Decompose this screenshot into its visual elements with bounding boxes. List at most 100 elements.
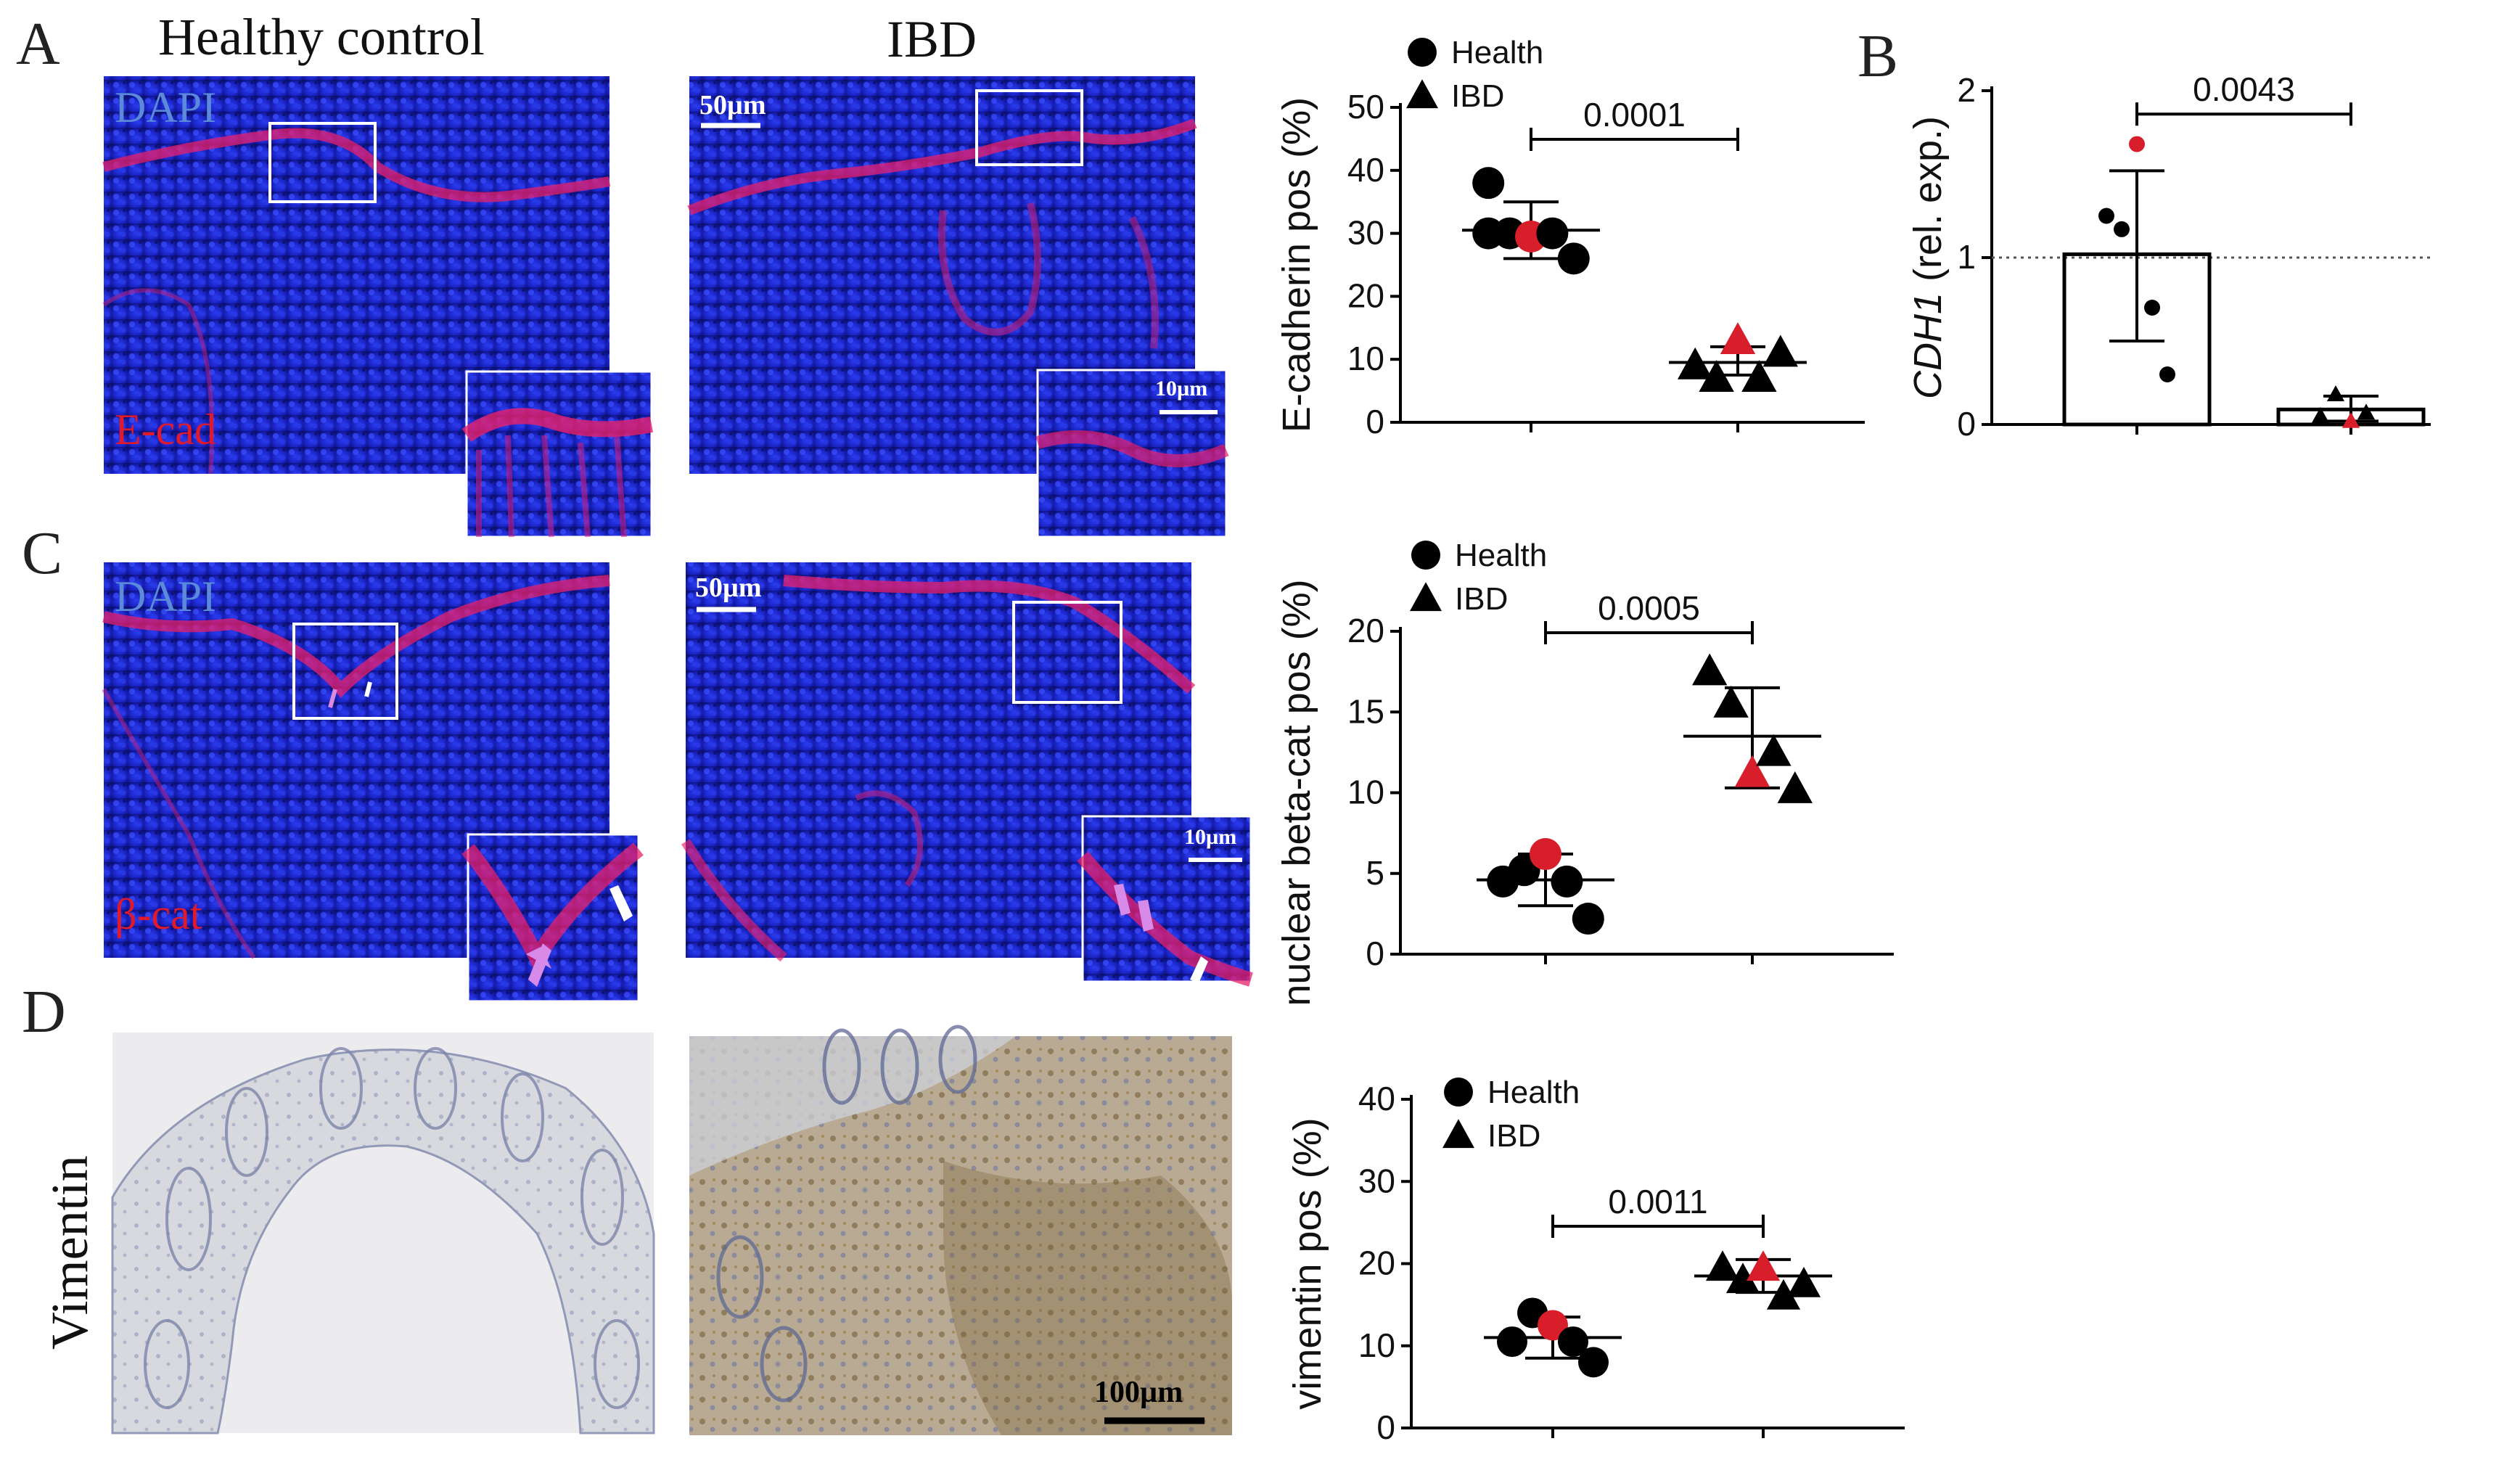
p-value-label: 0.0001 (1583, 96, 1686, 134)
data-point (1725, 1263, 1760, 1294)
data-point (2098, 208, 2114, 224)
legend-label-health: Health (1451, 35, 1543, 70)
legend-marker-ibd (1442, 1119, 1474, 1149)
stain-label-dapi: DAPI (115, 83, 216, 131)
y-axis-label: nuclear beta-cat pos (%) (1275, 579, 1318, 1006)
data-point (1762, 335, 1798, 367)
y-tick-label: 1 (1957, 238, 1976, 276)
y-tick-label: 10 (1347, 773, 1384, 811)
p-value-label: 0.0011 (1608, 1183, 1707, 1220)
data-point (1578, 1347, 1609, 1378)
data-point (1572, 903, 1604, 935)
data-point (1678, 347, 1713, 379)
micrograph-vimentin-ibd: 100µm (689, 1025, 1232, 1435)
scale-label-50um: 50µm (699, 90, 766, 120)
data-point (1713, 686, 1749, 718)
data-point-highlight (1720, 322, 1756, 354)
inset-bcat-healthy (461, 833, 644, 1003)
micrograph-bcat-healthy: DAPI β-cat (102, 562, 644, 1003)
scale-label-10um: 10µm (1184, 825, 1236, 849)
data-point (1497, 1326, 1527, 1358)
legend-label-ibd: IBD (1487, 1118, 1540, 1154)
p-value-label: 0.0005 (1598, 589, 1700, 627)
data-point-highlight (1734, 755, 1770, 787)
data-point (1756, 734, 1792, 766)
data-point (1766, 1279, 1801, 1310)
legend-label-health: Health (1455, 538, 1547, 573)
inset-ecad-ibd: 10µm (1035, 369, 1229, 538)
data-point (1536, 217, 1569, 250)
y-tick-label: 10 (1358, 1326, 1395, 1364)
data-point (1699, 360, 1734, 393)
data-point (1472, 167, 1505, 200)
column-label-ibd: IBD (887, 10, 977, 68)
y-tick-label: 0 (1366, 403, 1384, 440)
chart-vimentin: 0 10 20 30 40 vimentin pos (%) 0.0011 Health IBD (1286, 1075, 1905, 1446)
legend-label-ibd: IBD (1451, 78, 1504, 114)
data-point (2311, 406, 2330, 423)
inset-region-box (292, 623, 398, 720)
legend-label-health: Health (1487, 1075, 1580, 1110)
y-tick-label: 0 (1957, 405, 1976, 443)
inset-region-box (268, 122, 377, 203)
y-axis-label: vimentin pos (%) (1286, 1117, 1329, 1409)
row-label-vimentin: Vimentin (41, 1155, 99, 1350)
data-point (2159, 366, 2175, 382)
y-tick-label: 20 (1347, 276, 1384, 314)
data-point (1557, 242, 1590, 275)
arrow-icon (610, 885, 633, 922)
arrow-icon (364, 681, 372, 697)
scale-label-10um: 10µm (1155, 377, 1207, 401)
arrow-icon (1138, 900, 1154, 932)
data-point-highlight (1538, 1310, 1568, 1341)
arrow-icon (1114, 884, 1130, 916)
scale-label-100um: 100µm (1094, 1376, 1183, 1409)
data-point (2357, 403, 2376, 420)
inset-region-box (975, 89, 1083, 166)
micrograph-ecad-ibd: 50µm 10µm (687, 76, 1229, 538)
inset-ecad-healthy (461, 370, 654, 538)
y-tick-label: 2 (1957, 71, 1976, 109)
data-point (1705, 1250, 1740, 1281)
y-tick-label: 30 (1347, 214, 1384, 252)
y-tick-label: 5 (1366, 854, 1384, 892)
data-point-highlight (2129, 136, 2145, 152)
chart-ecadherin: 0 10 20 30 40 50 E-cadherin pos (%) 0.0001 Healt… (1275, 35, 1865, 440)
inset-region-box (1012, 601, 1122, 704)
data-point-highlight (2342, 411, 2360, 428)
data-point (2326, 385, 2345, 402)
column-label-healthy: Healthy control (158, 8, 485, 66)
y-tick-label: 40 (1347, 151, 1384, 189)
y-tick-label: 10 (1347, 340, 1384, 377)
legend-marker-ibd (1410, 582, 1442, 612)
y-tick-label: 20 (1347, 612, 1384, 649)
data-point-highlight (1530, 838, 1561, 871)
data-point (1692, 653, 1728, 686)
data-point (1551, 865, 1583, 898)
data-point (1741, 360, 1777, 393)
legend-marker-health (1408, 38, 1437, 67)
y-tick-label: 40 (1358, 1080, 1395, 1117)
legend-marker-health (1411, 541, 1440, 570)
y-axis-label: E-cadherin pos (%) (1275, 97, 1318, 432)
panel-label-b: B (1858, 22, 1898, 90)
chart-beta-catenin: 0 5 10 15 20 nuclear beta-cat pos (%) 0.0005 He… (1275, 538, 1894, 1006)
micrograph-bcat-ibd: 50µm 10µm (681, 562, 1253, 987)
legend-marker-ibd (1406, 79, 1438, 109)
y-tick-label: 30 (1358, 1162, 1395, 1199)
y-tick-label: 20 (1358, 1244, 1395, 1282)
p-value-label: 0.0043 (2193, 70, 2295, 108)
data-point (2144, 300, 2160, 316)
stain-label-bcat: β-cat (115, 890, 202, 938)
legend-label-ibd: IBD (1455, 581, 1508, 617)
arrow-icon (1190, 956, 1208, 983)
data-point (1786, 1266, 1821, 1297)
data-point-highlight (1746, 1250, 1781, 1281)
panel-label-d: D (22, 978, 66, 1046)
y-tick-label: 15 (1347, 692, 1384, 730)
stain-label-ecad: E-cad (115, 406, 216, 453)
micrograph-ecad-healthy: DAPI E-cad (102, 76, 654, 538)
panel-label-c: C (22, 520, 62, 587)
scale-label-50um: 50µm (695, 572, 762, 603)
